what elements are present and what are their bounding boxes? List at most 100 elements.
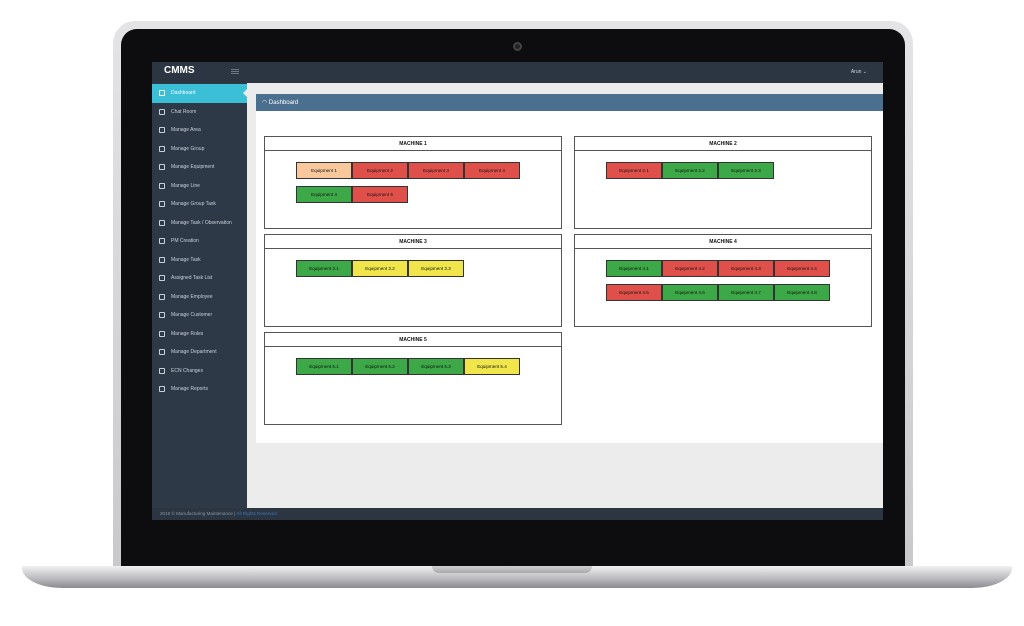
equipment-button[interactable]: Equipment 5 bbox=[352, 186, 408, 203]
sidebar-label[interactable]: Manage Group Task bbox=[171, 201, 216, 208]
sidebar-label[interactable]: Manage Line bbox=[171, 182, 200, 189]
sidebar: Dashboard Chat Room Manage Area Manage Grou… bbox=[152, 83, 247, 508]
equipment-button[interactable]: Equipment 2.3 bbox=[718, 162, 774, 179]
equipment-button[interactable]: Equipment 4 bbox=[296, 186, 352, 203]
sidebar-label[interactable]: Manage Department bbox=[171, 349, 217, 356]
equipment-button[interactable]: Equipment 5.3 bbox=[408, 358, 464, 375]
sidebar-item[interactable]: Manage Area bbox=[152, 121, 247, 140]
machine-title: MACHINE 3 bbox=[265, 235, 561, 249]
logo[interactable]: CMMS bbox=[164, 65, 195, 76]
sidebar-icon bbox=[159, 127, 165, 134]
equipment-button[interactable]: Equipment 4.5 bbox=[606, 284, 662, 301]
base-notch bbox=[432, 566, 592, 573]
sidebar-label[interactable]: PM Creation bbox=[171, 238, 199, 245]
menu-toggle[interactable] bbox=[231, 69, 239, 70]
sidebar-item[interactable]: ECN Changes bbox=[152, 362, 247, 381]
machine-card: MACHINE 3 Equipment 3.1 Equipment 3.2 Equip… bbox=[264, 234, 562, 327]
sidebar-item[interactable]: Manage Task / Observation bbox=[152, 214, 247, 233]
sidebar-icon bbox=[159, 330, 165, 337]
sidebar-icon bbox=[159, 164, 165, 171]
sidebar-icon bbox=[159, 219, 165, 226]
active-arrow bbox=[243, 89, 247, 97]
sidebar-item[interactable]: Chat Room bbox=[152, 103, 247, 122]
equipment-button[interactable]: Equipment 4.3 bbox=[718, 260, 774, 277]
sidebar-icon bbox=[159, 386, 165, 393]
equipment-button[interactable]: Equipment 4.8 bbox=[774, 284, 830, 301]
sidebar-label[interactable]: Chat Room bbox=[171, 108, 197, 115]
equipment-button[interactable]: Equipment 4.1 bbox=[606, 260, 662, 277]
equipment-button[interactable]: Equipment 5.1 bbox=[296, 358, 352, 375]
sidebar-label[interactable]: Manage Group bbox=[171, 145, 205, 152]
equipment-button[interactable]: Equipment 2 bbox=[352, 162, 408, 179]
sidebar-icon bbox=[159, 367, 165, 374]
user-menu[interactable]: Arun ⌄ bbox=[850, 69, 867, 75]
equipment-button[interactable]: Equipment 2.1 bbox=[606, 162, 662, 179]
equipment-button[interactable]: Equipment 4.6 bbox=[662, 284, 718, 301]
sidebar-item[interactable]: PM Creation bbox=[152, 232, 247, 251]
sidebar-item[interactable]: Manage Group Task bbox=[152, 195, 247, 214]
equipment-button[interactable]: Equipment 3.2 bbox=[352, 260, 408, 277]
machine-card: MACHINE 5 Equipment 5.1 Equipment 5.2 Equip… bbox=[264, 332, 562, 425]
equipment-button[interactable]: Equipment 4.2 bbox=[662, 260, 718, 277]
equipment-button[interactable]: Equipment 3.1 bbox=[296, 260, 352, 277]
equipment-button[interactable]: Equipment 5.4 bbox=[464, 358, 520, 375]
sidebar-label[interactable]: Manage Employee bbox=[171, 293, 213, 300]
equipment-button[interactable]: Equipment 3 bbox=[408, 162, 464, 179]
footer-text: 2019 © Manufacturing Maintenance bbox=[160, 511, 233, 516]
sidebar-icon bbox=[159, 293, 165, 300]
sidebar-label[interactable]: Manage Reports bbox=[171, 386, 208, 393]
top-bar: CMMS Arun ⌄ bbox=[152, 62, 883, 83]
sidebar-label[interactable]: Manage Task / Observation bbox=[171, 219, 232, 226]
sidebar-icon bbox=[159, 256, 165, 263]
machine-card: MACHINE 4 Equipment 4.1 Equipment 4.2 Equip… bbox=[574, 234, 872, 327]
sidebar-icon bbox=[159, 108, 165, 115]
sidebar-item[interactable]: Manage Customer bbox=[152, 306, 247, 325]
sidebar-item[interactable]: Manage Group bbox=[152, 140, 247, 159]
machine-card: MACHINE 2 Equipment 2.1 Equipment 2.2 Equip… bbox=[574, 136, 872, 229]
sidebar-item[interactable]: Manage Task bbox=[152, 251, 247, 270]
sidebar-icon bbox=[159, 201, 165, 208]
panel-header: ◠ Dashboard bbox=[256, 94, 883, 111]
panel-title: Dashboard bbox=[268, 100, 299, 106]
sidebar-icon bbox=[159, 238, 165, 245]
screen: CMMS Arun ⌄ Dashboard Chat Room Manage Are… bbox=[152, 62, 883, 520]
sidebar-item[interactable]: Dashboard bbox=[152, 84, 247, 103]
sidebar-label[interactable]: Manage Task bbox=[171, 256, 201, 263]
sidebar-icon bbox=[159, 182, 165, 189]
machine-title: MACHINE 4 bbox=[575, 235, 871, 249]
sidebar-icon bbox=[159, 312, 165, 319]
sidebar-label[interactable]: Manage Equipment bbox=[171, 164, 215, 171]
sidebar-icon bbox=[159, 275, 165, 282]
machine-title: MACHINE 1 bbox=[265, 137, 561, 151]
equipment-button[interactable]: Equipment 2.2 bbox=[662, 162, 718, 179]
sidebar-item[interactable]: Manage Equipment bbox=[152, 158, 247, 177]
equipment-button[interactable]: Equipment 4.7 bbox=[718, 284, 774, 301]
equipment-button[interactable]: Equipment 4 bbox=[464, 162, 520, 179]
camera bbox=[513, 42, 522, 51]
sidebar-label[interactable]: ECN Changes bbox=[171, 367, 203, 374]
sidebar-item[interactable]: Manage Employee bbox=[152, 288, 247, 307]
sidebar-icon bbox=[159, 349, 165, 356]
sidebar-item[interactable]: Assigned Task List bbox=[152, 269, 247, 288]
sidebar-label[interactable]: Manage Roles bbox=[171, 330, 204, 337]
sidebar-label[interactable]: Manage Area bbox=[171, 127, 201, 134]
equipment-button[interactable]: Equipment 3.3 bbox=[408, 260, 464, 277]
sidebar-item[interactable]: Manage Reports bbox=[152, 380, 247, 399]
sidebar-icon bbox=[159, 145, 165, 152]
sidebar-label[interactable]: Assigned Task List bbox=[171, 275, 213, 282]
machine-title: MACHINE 5 bbox=[265, 333, 561, 347]
laptop-base bbox=[22, 566, 1012, 588]
user-name[interactable]: Arun bbox=[850, 69, 862, 75]
sidebar-item[interactable]: Manage Roles bbox=[152, 325, 247, 344]
sidebar-item[interactable]: Manage Line bbox=[152, 177, 247, 196]
sidebar-item[interactable]: Manage Department bbox=[152, 343, 247, 362]
sidebar-label[interactable]: Dashboard bbox=[171, 90, 196, 97]
equipment-button[interactable]: Equipment 4.4 bbox=[774, 260, 830, 277]
footer-link[interactable]: All Rights Reserved bbox=[236, 511, 277, 516]
equipment-button[interactable]: Equipment 5.2 bbox=[352, 358, 408, 375]
sidebar-label[interactable]: Manage Customer bbox=[171, 312, 213, 319]
dashboard-panel: ◠ Dashboard MACHINE 1 Equipment 1 Equipmen… bbox=[256, 94, 883, 443]
machine-card: MACHINE 1 Equipment 1 Equipment 2 Equipment… bbox=[264, 136, 562, 229]
equipment-button[interactable]: Equipment 1 bbox=[296, 162, 352, 179]
